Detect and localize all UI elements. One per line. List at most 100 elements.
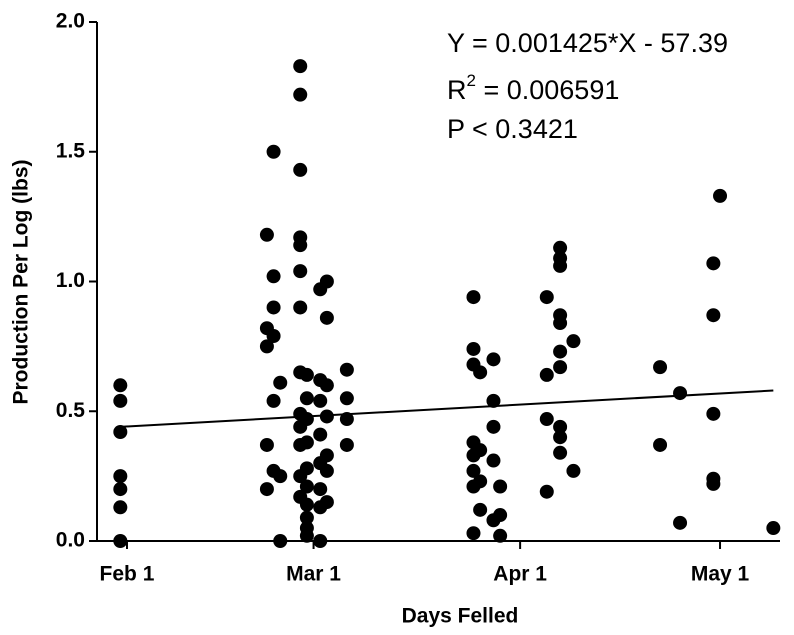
x-tick-label: May 1 — [691, 563, 750, 586]
y-tick-label: 0.0 — [56, 529, 85, 552]
point — [299, 528, 314, 543]
point — [293, 300, 308, 315]
point — [266, 269, 281, 284]
x-tick-label: Feb 1 — [100, 563, 155, 586]
point — [113, 469, 128, 484]
point — [293, 238, 308, 253]
point — [113, 378, 128, 393]
r-sup: 2 — [467, 71, 476, 90]
point — [539, 412, 554, 427]
point — [299, 435, 314, 450]
r-squared: R2 = 0.006591 — [447, 71, 619, 105]
point — [259, 437, 274, 452]
point — [653, 437, 668, 452]
point — [706, 406, 721, 421]
point — [113, 425, 128, 440]
point — [486, 419, 501, 434]
point — [299, 391, 314, 406]
point — [319, 463, 334, 478]
y-tick-label: 1.0 — [56, 269, 85, 292]
point — [266, 328, 281, 343]
point — [293, 162, 308, 177]
p-value: P < 0.3421 — [447, 114, 578, 144]
point — [566, 463, 581, 478]
point — [553, 316, 568, 331]
point — [273, 469, 288, 484]
point — [313, 482, 328, 497]
point — [553, 240, 568, 255]
point — [113, 393, 128, 408]
point — [473, 443, 488, 458]
point — [493, 528, 508, 543]
point — [493, 508, 508, 523]
point — [299, 510, 314, 525]
point — [319, 310, 334, 325]
point — [486, 352, 501, 367]
point — [653, 360, 668, 375]
point — [293, 87, 308, 102]
point — [299, 412, 314, 427]
point — [273, 375, 288, 390]
y-tick-label: 0.5 — [56, 399, 86, 422]
fit-line — [120, 389, 774, 428]
point — [766, 521, 781, 536]
point — [293, 59, 308, 74]
point — [486, 393, 501, 408]
point — [553, 430, 568, 445]
point — [466, 463, 481, 478]
point — [299, 461, 314, 476]
point — [466, 526, 481, 541]
point — [473, 502, 488, 517]
point — [553, 445, 568, 460]
point — [473, 365, 488, 380]
point — [313, 534, 328, 548]
point — [539, 367, 554, 382]
point — [339, 437, 354, 452]
point — [339, 412, 354, 427]
point — [313, 427, 328, 442]
point — [319, 495, 334, 510]
point — [266, 300, 281, 315]
point — [553, 419, 568, 434]
x-axis-title: Days Felled — [402, 605, 519, 628]
point — [466, 341, 481, 356]
point — [566, 334, 581, 349]
point — [706, 256, 721, 271]
y-tick-label: 2.0 — [56, 10, 85, 33]
point — [466, 290, 481, 305]
y-tick-label: 1.5 — [56, 139, 86, 162]
point — [539, 484, 554, 499]
point — [673, 515, 688, 530]
x-tick-label: Apr 1 — [493, 563, 547, 586]
point — [299, 367, 314, 382]
point — [339, 362, 354, 377]
x-tick-label: Mar 1 — [286, 563, 341, 586]
y-axis-title: Production Per Log (lbs) — [10, 160, 33, 405]
point — [113, 482, 128, 497]
point — [553, 360, 568, 375]
point — [493, 479, 508, 494]
point — [259, 227, 274, 242]
point — [259, 482, 274, 497]
point — [539, 290, 554, 305]
point — [313, 393, 328, 408]
point — [339, 391, 354, 406]
point — [486, 453, 501, 468]
point — [273, 534, 288, 548]
point — [553, 258, 568, 273]
point — [299, 497, 314, 512]
point — [293, 264, 308, 279]
point — [266, 144, 281, 159]
point — [706, 308, 721, 323]
point — [113, 534, 128, 548]
point — [706, 476, 721, 491]
r-base: R — [447, 75, 467, 105]
point — [266, 393, 281, 408]
point — [299, 479, 314, 494]
point — [673, 386, 688, 401]
equation: Y = 0.001425*X - 57.39 — [447, 28, 728, 58]
point — [319, 378, 334, 393]
point — [473, 474, 488, 489]
point — [319, 448, 334, 463]
